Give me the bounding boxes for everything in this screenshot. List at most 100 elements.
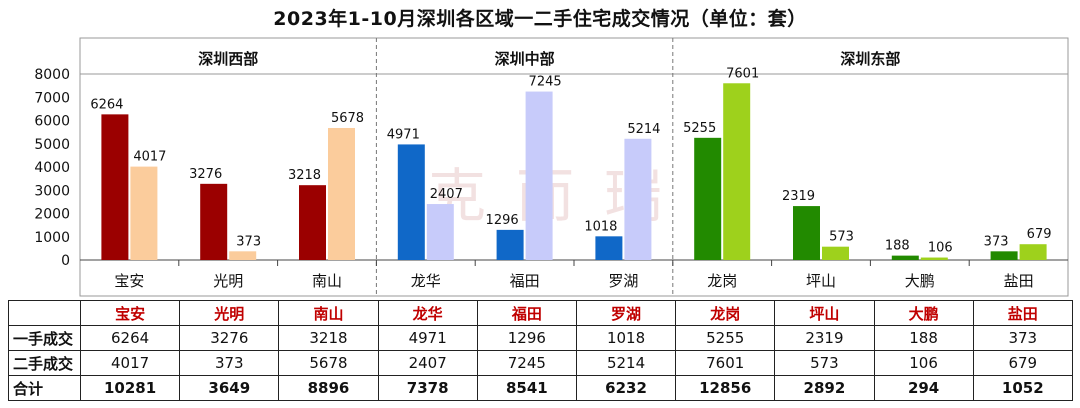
- data-label: 373: [984, 234, 1009, 249]
- x-tick-label: 光明: [213, 272, 243, 290]
- data-label: 3276: [189, 167, 222, 182]
- y-tick-label: 7000: [34, 90, 70, 106]
- table-header-cell: 坪山: [774, 300, 875, 326]
- table-header-cell: 盐田: [972, 300, 1073, 326]
- y-tick-label: 1000: [34, 230, 70, 246]
- table-cell: 6232: [575, 375, 677, 401]
- table-header-cell: 罗湖: [575, 300, 677, 326]
- group-header-label: 深圳中部: [495, 50, 555, 68]
- table-cell: 5214: [575, 350, 677, 376]
- data-label: 1296: [486, 213, 519, 228]
- table-row-primary: 一手成交 6264 3276 3218 4971 1296 1018 5255 …: [8, 325, 1073, 351]
- data-label: 1018: [584, 219, 617, 234]
- data-label: 5255: [683, 121, 716, 136]
- x-tick-label: 罗湖: [608, 272, 638, 290]
- y-tick-label: 3000: [34, 183, 70, 199]
- bar-primary: [299, 185, 326, 260]
- table-row-secondary: 二手成交 4017 373 5678 2407 7245 5214 7601 5…: [8, 350, 1073, 376]
- group-header-label: 深圳东部: [840, 50, 900, 68]
- bar-primary: [595, 236, 623, 260]
- table-cell: 679: [972, 350, 1073, 376]
- table-header-cell: 光明: [179, 300, 280, 326]
- table-header-cell: 龙华: [377, 300, 478, 326]
- bar-secondary: [426, 204, 454, 260]
- y-tick-label: 8000: [34, 67, 70, 83]
- data-label: 106: [928, 241, 953, 256]
- bar-primary: [694, 137, 722, 260]
- bar-primary: [200, 183, 228, 260]
- x-tick-label: 南山: [312, 272, 342, 290]
- table-row-total: 合计 10281 3649 8896 7378 8541 6232 12856 …: [8, 375, 1073, 401]
- data-label: 188: [885, 239, 910, 254]
- table-cell: 6264: [79, 325, 181, 351]
- table-cell: 4017: [79, 350, 181, 376]
- bar-secondary: [328, 127, 355, 260]
- x-tick-label: 龙华: [411, 272, 441, 290]
- plot-frame: [79, 37, 1069, 297]
- table-header-cell: 龙岗: [675, 300, 776, 326]
- bar-secondary: [920, 257, 948, 260]
- bar-secondary: [723, 83, 751, 260]
- table-cell: 7378: [377, 375, 478, 401]
- table-cell: 373: [972, 325, 1073, 351]
- table-header-cell: 南山: [278, 300, 379, 326]
- table-cell: 188: [873, 325, 974, 351]
- y-tick-label: 2000: [34, 207, 70, 223]
- table-cell: 8541: [476, 375, 577, 401]
- table-cell: 3218: [278, 325, 379, 351]
- watermark-logo: 克而瑞: [428, 162, 692, 230]
- table-cell: 5255: [675, 325, 776, 351]
- data-label: 6264: [90, 97, 123, 112]
- table-cell: 106: [873, 350, 974, 376]
- data-label: 679: [1027, 227, 1052, 242]
- bar-primary: [990, 251, 1018, 260]
- table-cell: 2892: [774, 375, 875, 401]
- table-cell: 7601: [675, 350, 776, 376]
- table-cell: 1052: [972, 375, 1073, 401]
- data-label: 7601: [726, 66, 759, 81]
- y-tick-label: 0: [61, 253, 70, 269]
- x-tick-label: 宝安: [114, 272, 144, 290]
- table-corner-cell: [8, 300, 81, 326]
- row-label: 合计: [8, 375, 81, 401]
- data-label: 373: [236, 234, 261, 249]
- bar-primary: [397, 144, 425, 260]
- data-table: 宝安 光明 南山 龙华 福田 罗湖 龙岗 坪山 大鹏 盐田 一手成交 6264 …: [8, 300, 1073, 401]
- table-cell: 5678: [278, 350, 379, 376]
- data-label: 2319: [782, 189, 815, 204]
- table-cell: 10281: [79, 375, 181, 401]
- data-label: 3218: [288, 168, 321, 183]
- data-label: 5214: [627, 122, 660, 137]
- bar-primary: [101, 114, 129, 260]
- table-cell: 7245: [476, 350, 577, 376]
- table-cell: 12856: [675, 375, 776, 401]
- table-cell: 8896: [278, 375, 379, 401]
- bar-secondary: [1019, 244, 1047, 260]
- table-cell: 1296: [476, 325, 577, 351]
- bar-chart: 克而瑞 深圳西部 深圳中部 深圳东部 0 1000 2000 3000 4000 5000 6000…: [34, 37, 1069, 297]
- x-tick-label: 大鹏: [905, 272, 935, 290]
- table-header-cell: 宝安: [79, 300, 181, 326]
- table-cell: 1018: [575, 325, 677, 351]
- x-tick-label: 龙岗: [707, 272, 737, 290]
- data-label: 573: [829, 230, 854, 245]
- y-tick-label: 5000: [34, 137, 70, 153]
- bar-primary: [793, 206, 820, 260]
- bar-primary: [891, 255, 919, 260]
- table-cell: 294: [873, 375, 974, 401]
- table-cell: 3276: [179, 325, 280, 351]
- x-tick-label: 福田: [510, 272, 540, 290]
- bar-primary: [496, 229, 524, 260]
- table-cell: 3649: [179, 375, 280, 401]
- data-label: 4971: [387, 127, 420, 142]
- y-tick-label: 4000: [34, 160, 70, 176]
- bar-secondary: [229, 251, 257, 260]
- x-tick-label: 盐田: [1004, 272, 1034, 290]
- table-cell: 573: [774, 350, 875, 376]
- table-header-row: 宝安 光明 南山 龙华 福田 罗湖 龙岗 坪山 大鹏 盐田: [8, 300, 1073, 326]
- table-cell: 373: [179, 350, 280, 376]
- table-cell: 2407: [377, 350, 478, 376]
- row-label: 二手成交: [8, 350, 81, 376]
- data-label: 5678: [331, 111, 364, 126]
- table-cell: 2319: [774, 325, 875, 351]
